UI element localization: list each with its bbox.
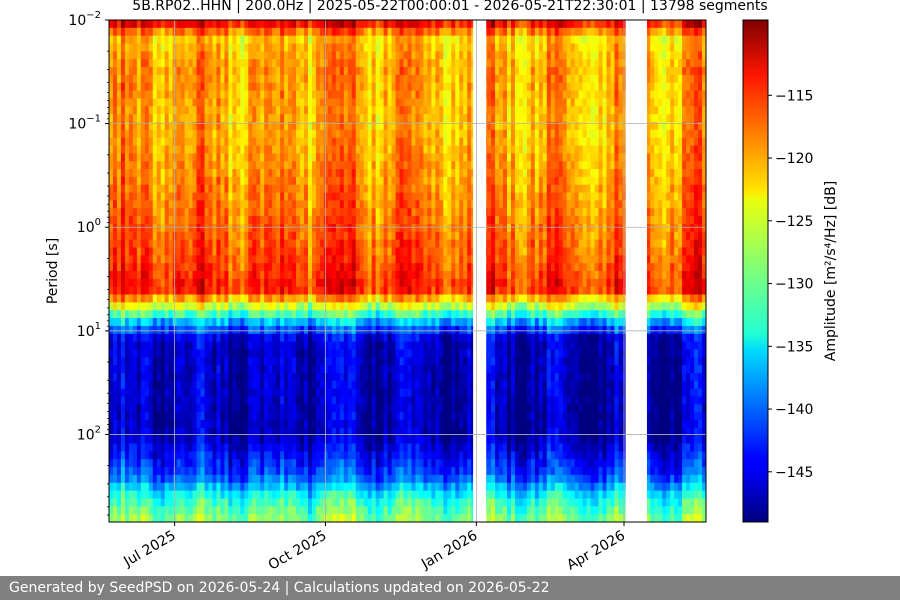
spectrogram-figure: 10−2 10−1 100 101 102 Jul 2025 Oct 2025 Jan 20… xyxy=(45,10,839,574)
plot-frame xyxy=(108,19,707,523)
spectrogram-heatmap xyxy=(109,20,706,522)
colorbar-tick-label: −145 xyxy=(775,465,813,481)
colorbar-tick-label: −120 xyxy=(775,151,813,167)
colorbar-ticks: −115 −120 −125 −130 −135 −140 −145 xyxy=(768,88,813,481)
y-tick-label: 102 xyxy=(77,424,101,443)
x-axis: Jul 2025 Oct 2025 Jan 2026 Apr 2026 xyxy=(120,522,628,574)
colorbar-label: Amplitude [m²/s⁴/Hz] [dB] xyxy=(823,181,839,361)
footer-bar: Generated by SeedPSD on 2026-05-24 | Cal… xyxy=(0,576,900,600)
y-axis: 10−2 10−1 100 101 102 xyxy=(68,10,109,516)
colorbar-tick-label: −115 xyxy=(775,88,813,104)
y-tick-label: 101 xyxy=(77,321,101,340)
colorbar-tick-label: −140 xyxy=(775,402,813,418)
y-tick-label: 100 xyxy=(77,217,101,236)
x-tick-label: Jul 2025 xyxy=(120,528,178,571)
x-tick-label: Apr 2026 xyxy=(564,528,628,574)
colorbar xyxy=(742,19,769,523)
chart-title: 5B.RP02..HHN | 200.0Hz | 2025-05-22T00:0… xyxy=(132,0,768,14)
y-tick-label: 10−2 xyxy=(68,10,101,29)
colorbar-tick-label: −130 xyxy=(775,277,813,293)
x-tick-label: Oct 2025 xyxy=(266,528,330,574)
footer-text: Generated by SeedPSD on 2026-05-24 | Cal… xyxy=(9,580,550,596)
colorbar-tick-label: −135 xyxy=(775,339,813,355)
colorbar-tick-label: −125 xyxy=(775,214,813,230)
x-tick-label: Jan 2026 xyxy=(418,528,480,573)
y-tick-label: 10−1 xyxy=(68,114,101,133)
y-axis-label: Period [s] xyxy=(45,238,61,304)
